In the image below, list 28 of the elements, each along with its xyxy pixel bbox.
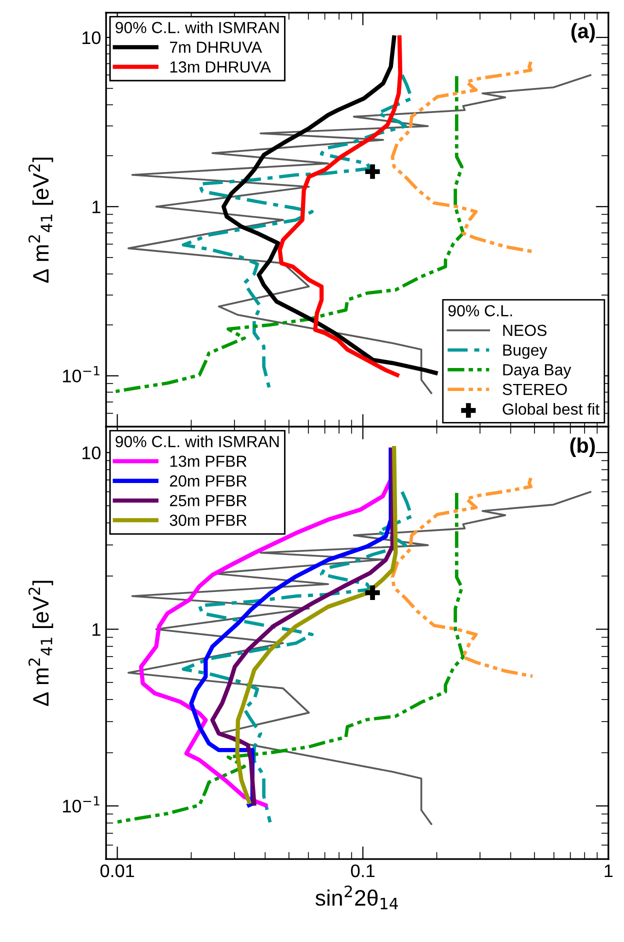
y-tick-label: 1 — [92, 200, 100, 214]
y-axis-title: Δ m$^{2}$$_{41}$ [eV$^{2}$] — [28, 158, 54, 283]
legend-label: 13m DHRUVA — [170, 61, 271, 73]
y-tick-label: 10 — [82, 31, 101, 44]
annotation: (b) — [570, 438, 595, 457]
text: 90% C.L. with ISMRAN — [116, 22, 279, 34]
legend-label: STEREO — [502, 384, 567, 396]
legend-label: Daya Bay — [503, 364, 572, 379]
legend-label: 20m PFBR — [170, 475, 247, 487]
legend-label: Global best fit — [502, 403, 600, 415]
legend-label: 30m PFBR — [170, 514, 247, 526]
legend-label: 7m DHRUVA — [170, 42, 262, 53]
y-tick-label: 10 — [82, 446, 101, 460]
y-tick-label: 10$^{−1}$ — [63, 796, 100, 813]
legend-label: Bugey — [503, 344, 548, 359]
text: 90% C.L. — [448, 305, 512, 316]
y-tick-label: 10$^{−1}$ — [63, 366, 100, 382]
legend-label: 25m PFBR — [170, 494, 247, 506]
y-tick-label: 1 — [92, 623, 100, 636]
legend-label: 13m PFBR — [170, 456, 247, 467]
y-axis-title: Δ m$^{2}$$_{41}$ [eV$^{2}$] — [28, 580, 54, 706]
x-tick-label: 0.01 — [100, 864, 134, 878]
x-axis-title: sin$^{2}$2θ$_{14}$ — [316, 886, 398, 910]
x-tick-label: 1 — [604, 864, 613, 878]
text: 90% C.L. with ISMRAN — [116, 436, 279, 448]
x-tick-label: 0.1 — [351, 864, 375, 878]
legend-label: NEOS — [503, 324, 546, 336]
annotation: (a) — [571, 23, 595, 42]
